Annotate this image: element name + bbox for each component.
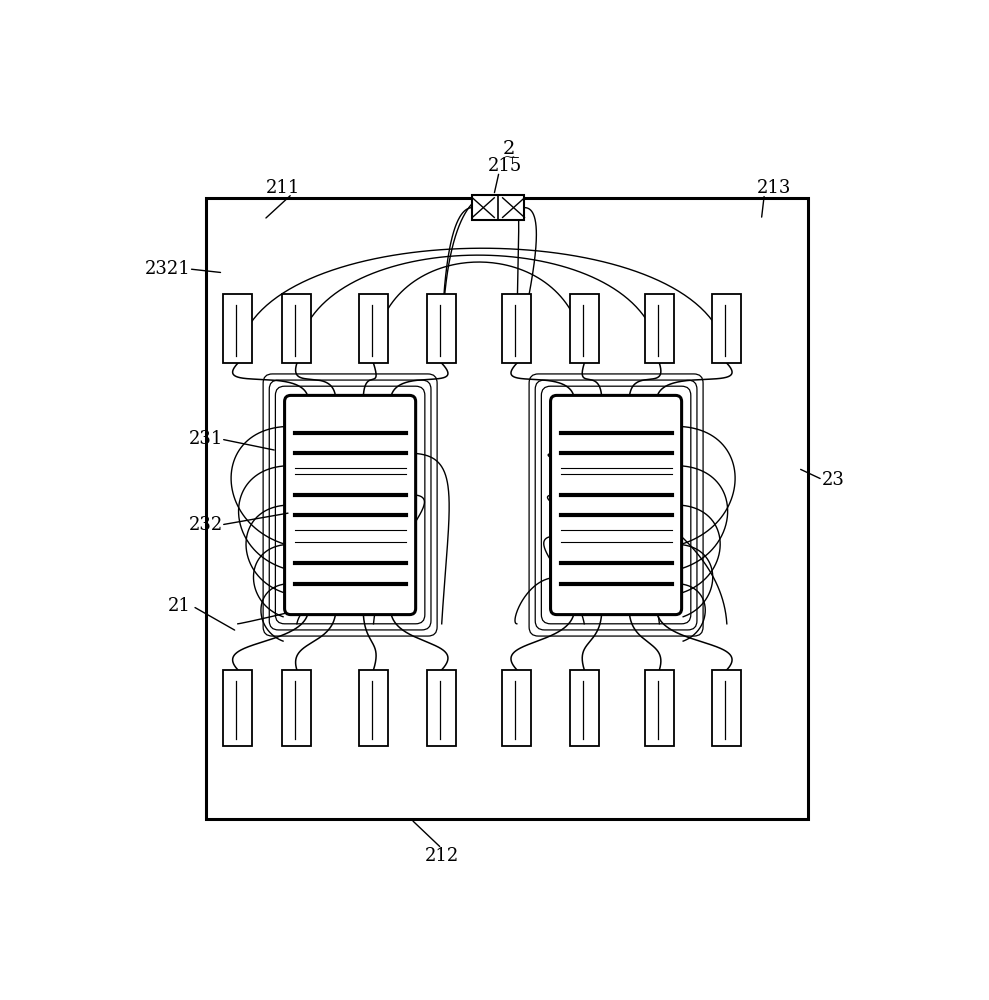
Bar (359, 670, 388, 746)
Bar (645, 294, 674, 363)
Bar (282, 294, 312, 363)
Bar (645, 670, 674, 746)
Text: 215: 215 (488, 157, 521, 175)
Bar (570, 670, 599, 746)
FancyBboxPatch shape (551, 395, 681, 615)
FancyBboxPatch shape (285, 395, 415, 615)
Bar (473, 195, 524, 220)
Bar (502, 294, 531, 363)
Text: 213: 213 (757, 179, 791, 197)
Text: ~: ~ (502, 151, 515, 165)
Bar (224, 294, 252, 363)
Text: 211: 211 (266, 179, 301, 197)
Text: 2: 2 (503, 140, 515, 158)
Text: 232: 232 (189, 516, 224, 534)
Bar (359, 294, 388, 363)
Bar (282, 670, 312, 746)
Text: 21: 21 (167, 597, 190, 615)
Bar (427, 670, 456, 746)
Bar (712, 294, 742, 363)
Bar (502, 670, 531, 746)
Bar (570, 294, 599, 363)
Text: 212: 212 (424, 847, 459, 865)
Text: 231: 231 (189, 430, 224, 448)
Bar (206, 198, 808, 819)
Text: 23: 23 (822, 471, 845, 489)
Bar (224, 670, 252, 746)
Bar (427, 294, 456, 363)
Text: 2321: 2321 (145, 260, 191, 278)
Bar (712, 670, 742, 746)
